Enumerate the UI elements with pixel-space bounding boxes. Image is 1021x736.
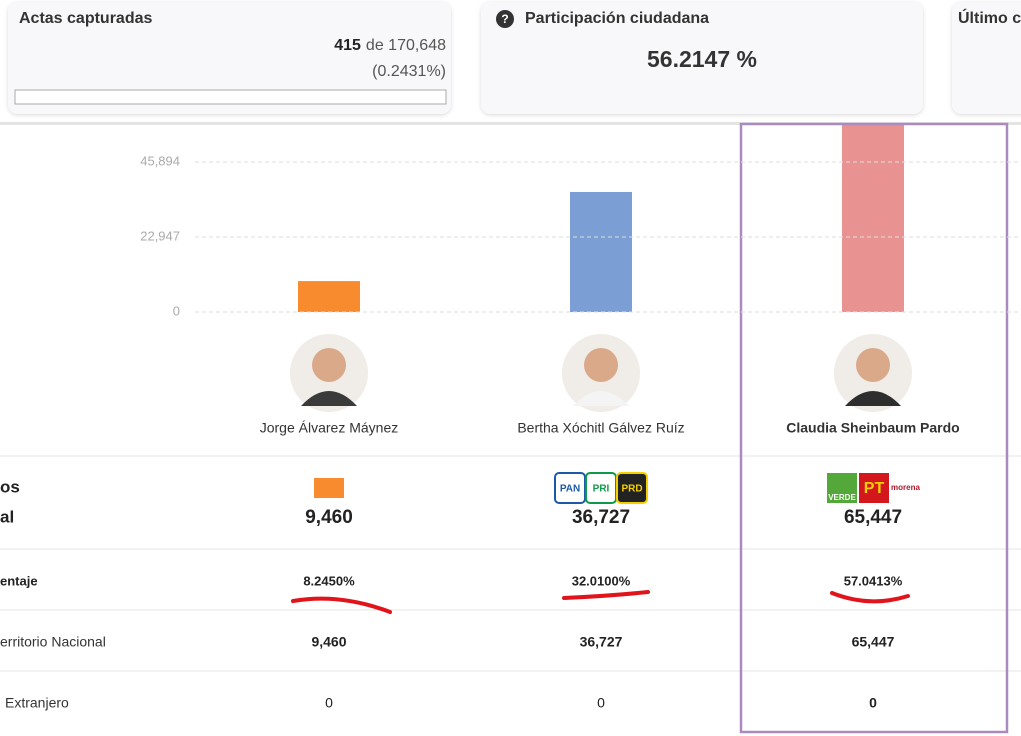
row-label: entaje (0, 573, 38, 588)
highlight-column (739, 122, 1009, 734)
row-label: erritorio Nacional (0, 634, 106, 650)
bar (842, 124, 904, 312)
percent: 32.0100% (572, 573, 631, 588)
party-logo (827, 473, 857, 503)
party-logo-text: VERDE (828, 493, 856, 502)
photo-body (573, 391, 629, 406)
percent: 8.2450% (303, 573, 355, 588)
candidate-name: Bertha Xóchitl Gálvez Ruíz (517, 420, 684, 436)
row-label: Extranjero (5, 695, 69, 711)
row-label: al (0, 507, 14, 526)
votes: 65,447 (844, 507, 902, 528)
extranjero: 0 (869, 695, 877, 711)
territorio: 9,460 (311, 634, 346, 650)
underline-annotation (562, 590, 650, 600)
card-title: Último c (958, 8, 1021, 27)
help-icon[interactable] (496, 10, 514, 28)
party-logo-text: morena (891, 483, 920, 492)
territorio: 36,727 (580, 634, 623, 650)
y-tick-label: 0 (173, 303, 180, 318)
card (8, 2, 451, 114)
actas-count: 415 de 170,648 (334, 37, 446, 54)
party-logo-text: PT (864, 480, 885, 497)
underline-annotation (291, 596, 392, 614)
count: 415 (334, 37, 361, 54)
y-tick-label: 22,947 (140, 228, 180, 243)
party-logo (616, 472, 648, 504)
party-logo-text: PRI (593, 484, 610, 495)
header-shadow (0, 122, 1021, 125)
bar (298, 281, 360, 312)
percent: 57.0413% (844, 573, 903, 588)
territorio: 65,447 (852, 634, 895, 650)
logo-mc (314, 478, 344, 498)
votes: 36,727 (572, 507, 630, 528)
photo-face (312, 348, 346, 382)
photo-body (301, 391, 357, 406)
participation-value: 56.2147 % (647, 46, 757, 72)
row-label: os (0, 477, 20, 496)
table: Jorge Álvarez Máynez Bertha Xóchitl Gálve… (0, 334, 1021, 711)
party-logo (859, 473, 889, 503)
party-logo-text: PRD (621, 484, 642, 495)
photo-face (856, 348, 890, 382)
candidate-name: Claudia Sheinbaum Pardo (786, 420, 959, 436)
extranjero: 0 (325, 695, 333, 711)
photo-face (584, 348, 618, 382)
party-logo-text: PAN (560, 484, 580, 495)
card (952, 2, 1021, 114)
card (481, 2, 923, 114)
votes: 9,460 (305, 507, 353, 528)
progress-bar (14, 89, 447, 105)
y-tick-label: 45,894 (140, 153, 180, 168)
photo-body (845, 391, 901, 406)
bar (570, 191, 632, 312)
help-icon-text: ? (501, 12, 508, 26)
underline-annotation (830, 591, 910, 604)
extranjero: 0 (597, 695, 605, 711)
actas-percent: (0.2431%) (372, 63, 446, 80)
candidate-name: Jorge Álvarez Máynez (260, 420, 399, 436)
card-title: Actas capturadas (19, 10, 152, 27)
card-title: Participación ciudadana (525, 10, 709, 27)
total: de 170,648 (366, 37, 446, 54)
chart (298, 124, 904, 312)
